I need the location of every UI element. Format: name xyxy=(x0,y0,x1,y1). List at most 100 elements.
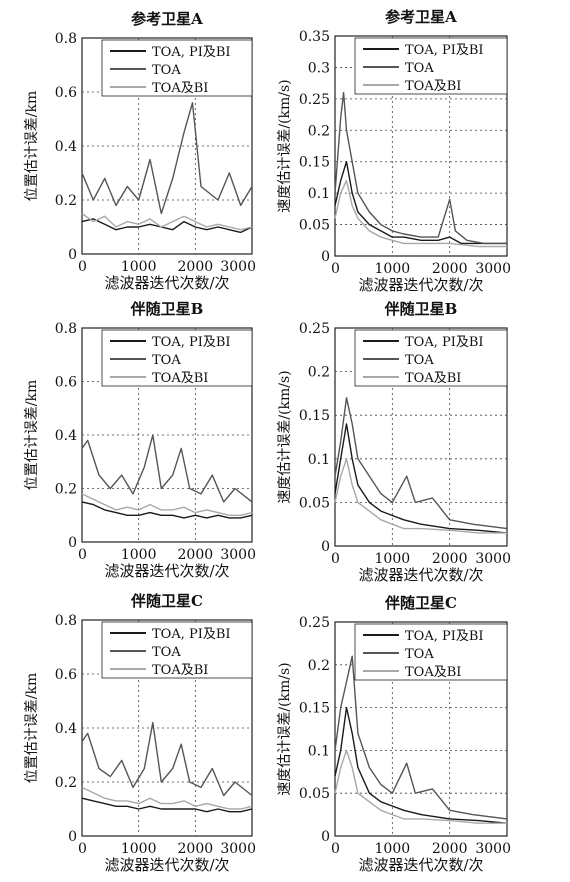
x-tick-label: 3000 xyxy=(220,841,256,857)
chart-panel-4: 0 1000 2000 3000 0 0.05 0.1 0.15 0.2 0.25 伴随卫星B 滤波器… xyxy=(277,300,511,584)
series-line-2 xyxy=(81,434,253,503)
x-tick-label: 3000 xyxy=(220,547,256,563)
legend-label-2: TOA xyxy=(405,61,434,76)
y-axis-label: 位置估计误差/km xyxy=(24,673,40,783)
chart-title: 伴随卫星B xyxy=(384,300,458,318)
chart-panel-5: 0 1000 2000 3000 0 0.2 0.4 0.6 0.8 伴随卫星C 滤波器迭代次数/次… xyxy=(24,592,256,874)
legend: TOA, PI及BI TOA TOA及BI xyxy=(101,621,253,679)
legend-label-1: TOA, PI及BI xyxy=(405,629,484,644)
series-line-1 xyxy=(334,706,508,824)
y-tick-label: 0.3 xyxy=(308,60,330,76)
legend-label-1: TOA, PI及BI xyxy=(405,335,484,350)
x-tick-label: 2000 xyxy=(432,261,468,277)
x-tick-label: 0 xyxy=(331,551,340,567)
y-tick-label: 0.8 xyxy=(55,321,77,337)
x-axis-label: 滤波器迭代次数/次 xyxy=(358,566,483,584)
series-line-2 xyxy=(334,397,508,530)
series-line-1 xyxy=(334,423,508,534)
y-tick-label: 0 xyxy=(68,535,77,551)
y-tick-label: 0.05 xyxy=(299,495,330,511)
chart-panel-2: 0 1000 2000 3000 0 0.05 0.1 0.15 0.2 0.25 0.3 0.35 参… xyxy=(277,8,511,294)
y-tick-label: 0.25 xyxy=(299,92,330,108)
y-tick-label: 0.2 xyxy=(308,658,330,674)
legend-label-3: TOA及BI xyxy=(152,371,208,386)
series-line-3 xyxy=(81,493,253,516)
x-tick-label: 3000 xyxy=(475,841,511,857)
series-line-3 xyxy=(81,786,253,810)
x-tick-label: 1000 xyxy=(375,261,411,277)
x-tick-label: 3000 xyxy=(475,261,511,277)
x-tick-label: 0 xyxy=(78,547,87,563)
x-tick-label: 2000 xyxy=(178,841,214,857)
y-tick-label: 0.1 xyxy=(308,452,330,468)
legend: TOA, PI及BI TOA TOA及BI xyxy=(101,39,253,97)
chart-title: 参考卫星A xyxy=(131,10,203,28)
series-line-3 xyxy=(81,212,253,231)
y-tick-label: 0.2 xyxy=(308,123,330,139)
legend-label-2: TOA xyxy=(152,645,181,660)
legend-label-3: TOA及BI xyxy=(405,79,461,94)
legend-label-2: TOA xyxy=(405,353,434,368)
x-tick-label: 0 xyxy=(331,261,340,277)
y-tick-label: 0 xyxy=(321,829,330,845)
y-tick-label: 0.05 xyxy=(299,218,330,234)
y-tick-label: 0.1 xyxy=(308,186,330,202)
y-tick-label: 0.2 xyxy=(55,775,77,791)
y-tick-label: 0.4 xyxy=(55,428,77,444)
series-line-2 xyxy=(334,655,508,820)
y-tick-label: 0 xyxy=(321,249,330,265)
x-tick-label: 3000 xyxy=(220,259,256,275)
series-line-2 xyxy=(334,91,507,245)
x-tick-label: 1000 xyxy=(121,841,157,857)
x-tick-label: 0 xyxy=(78,259,87,275)
series-line-3 xyxy=(334,458,507,534)
chart-title: 伴随卫星C xyxy=(384,594,457,612)
chart-title: 伴随卫星B xyxy=(130,300,204,318)
chart-panel-3: 0 1000 2000 3000 0 0.2 0.4 0.6 0.8 伴随卫星B 滤波器迭代次数/次… xyxy=(24,300,256,580)
y-tick-label: 0.8 xyxy=(55,613,77,629)
legend: TOA, PI及BI TOA TOA及BI xyxy=(354,623,508,681)
series-line-1 xyxy=(81,797,253,813)
series-line-3 xyxy=(334,179,507,248)
y-tick-label: 0.2 xyxy=(55,482,77,498)
series-line-2 xyxy=(81,721,253,797)
x-tick-label: 2000 xyxy=(432,841,468,857)
legend-label-1: TOA, PI及BI xyxy=(152,627,231,642)
legend-label-3: TOA及BI xyxy=(405,665,461,680)
legend: TOA, PI及BI TOA TOA及BI xyxy=(354,329,508,387)
series-line-1 xyxy=(334,160,507,245)
y-tick-label: 0.4 xyxy=(55,721,77,737)
y-tick-label: 0.8 xyxy=(55,31,77,47)
x-tick-label: 1000 xyxy=(375,551,411,567)
x-axis-label: 滤波器迭代次数/次 xyxy=(358,856,483,874)
y-tick-label: 0 xyxy=(321,539,330,555)
x-tick-label: 2000 xyxy=(178,547,214,563)
y-tick-label: 0.6 xyxy=(55,667,77,683)
legend-label-2: TOA xyxy=(152,353,181,368)
chart-panel-1: 0 1000 2000 3000 0 0.2 0.4 0.6 0.8 参考卫星A 滤波器迭代次数/次… xyxy=(24,10,256,292)
legend-label-1: TOA, PI及BI xyxy=(405,43,484,58)
legend-label-1: TOA, PI及BI xyxy=(152,335,231,350)
chart-title: 伴随卫星C xyxy=(130,592,203,610)
y-tick-label: 0.6 xyxy=(55,375,77,391)
series-line-2 xyxy=(81,102,253,215)
series-line-3 xyxy=(334,749,507,824)
x-tick-label: 2000 xyxy=(178,259,214,275)
y-tick-label: 0.15 xyxy=(299,155,330,171)
y-tick-label: 0.6 xyxy=(55,85,77,101)
y-tick-label: 0.1 xyxy=(308,743,330,759)
x-tick-label: 1000 xyxy=(121,547,157,563)
chart-title: 参考卫星A xyxy=(385,8,457,26)
y-tick-label: 0.15 xyxy=(299,408,330,424)
y-tick-label: 0 xyxy=(68,247,77,263)
x-tick-label: 3000 xyxy=(475,551,511,567)
y-axis-label: 位置估计误差/km xyxy=(24,91,40,201)
legend-label-2: TOA xyxy=(405,647,434,662)
legend: TOA, PI及BI TOA TOA及BI xyxy=(354,37,508,95)
series-line-1 xyxy=(81,501,253,519)
legend-label-3: TOA及BI xyxy=(152,663,208,678)
chart-panel-6: 0 1000 2000 3000 0 0.05 0.1 0.15 0.2 0.25 伴随卫星C 滤波器… xyxy=(277,594,511,874)
x-axis-label: 滤波器迭代次数/次 xyxy=(104,856,229,874)
series-line-1 xyxy=(81,218,253,234)
